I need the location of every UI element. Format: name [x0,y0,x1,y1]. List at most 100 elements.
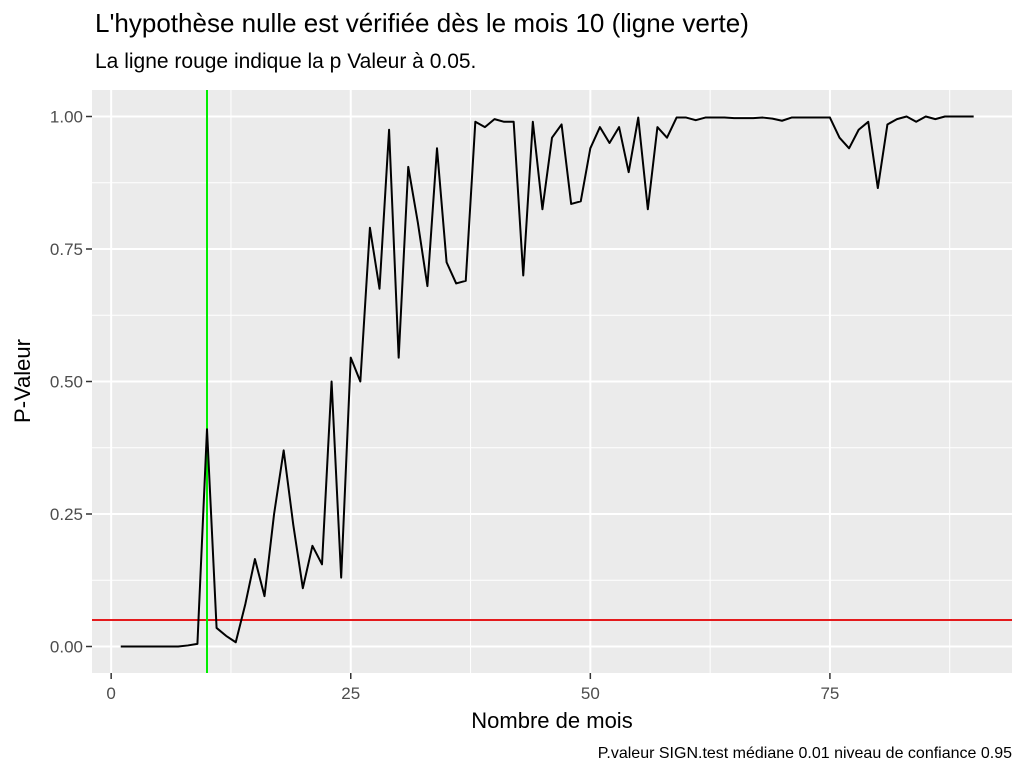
y-axis-title: P-Valeur [10,339,35,423]
data-point [570,203,572,205]
y-tick-label: 0.00 [50,638,83,657]
data-point [733,117,735,119]
x-tick-label: 50 [581,684,600,703]
data-point [896,118,898,120]
data-point [800,117,802,119]
data-point [254,558,256,560]
y-tick-label: 0.50 [50,373,83,392]
data-point [973,116,975,118]
data-point [311,545,313,547]
data-point [379,288,381,290]
x-axis-ticks: 0 25 50 75 [106,673,839,703]
data-point [886,123,888,125]
data-point [321,563,323,565]
data-point [743,117,745,119]
data-point [359,381,361,383]
y-tick-label: 1.00 [50,108,83,127]
data-point [225,635,227,637]
data-point [934,118,936,120]
data-point [139,646,141,648]
data-point [963,116,965,118]
data-point [206,428,208,430]
data-point [858,129,860,131]
data-point [532,121,534,123]
data-point [455,282,457,284]
data-point [628,171,630,173]
data-point [925,116,927,118]
data-point [561,123,563,125]
x-tick-label: 75 [820,684,839,703]
data-point [244,603,246,605]
data-point [398,357,400,359]
data-point [599,126,601,128]
grid-major [92,90,1012,673]
data-point [676,117,678,119]
data-point [522,275,524,277]
data-point [168,646,170,648]
data-point [264,595,266,597]
chart-subtitle: La ligne rouge indique la p Valeur à 0.0… [95,50,477,73]
chart-caption: P.valeur SIGN.test médiane 0.01 niveau d… [597,745,1012,762]
data-point [771,118,773,120]
data-point [915,121,917,123]
data-point [714,117,716,119]
data-point [426,285,428,287]
chart-title: L'hypothèse nulle est vérifiée dès le mo… [95,8,749,38]
data-point [791,117,793,119]
data-point [618,126,620,128]
data-point [647,208,649,210]
data-point [120,646,122,648]
data-point [781,120,783,122]
data-point [906,116,908,118]
data-point [436,147,438,149]
data-point [752,117,754,119]
data-point [177,646,179,648]
data-point [637,117,639,119]
y-tick-label: 0.25 [50,505,83,524]
data-point [762,117,764,119]
data-point [292,524,294,526]
data-point [350,357,352,359]
data-point [407,166,409,168]
data-point [331,381,333,383]
data-point [494,118,496,120]
data-point [129,646,131,648]
x-tick-label: 0 [106,684,115,703]
y-tick-label: 0.75 [50,240,83,259]
data-point [273,513,275,515]
data-point [609,142,611,144]
x-axis-title: Nombre de mois [471,708,632,733]
data-point [417,222,419,224]
data-point [656,126,658,128]
data-point [187,644,189,646]
reference-lines [92,90,1012,673]
data-point [580,200,582,202]
data-point [877,187,879,189]
data-point [724,117,726,119]
data-point [302,587,304,589]
data-point [340,577,342,579]
data-point [388,129,390,131]
data-point [848,147,850,149]
data-point [589,147,591,149]
data-point [369,227,371,229]
data-point [685,117,687,119]
y-axis-ticks: 0.00 0.25 0.50 0.75 1.00 [50,108,92,657]
data-point [839,137,841,139]
data-point [484,126,486,128]
data-point [551,137,553,139]
data-point [446,261,448,263]
data-point [465,280,467,282]
series-line [120,115,974,648]
data-point [829,117,831,119]
data-point [867,121,869,123]
data-point [216,627,218,629]
data-point [235,641,237,643]
data-point [704,117,706,119]
data-point [513,121,515,123]
data-point [666,137,668,139]
data-point [944,116,946,118]
data-point [819,117,821,119]
data-point [695,119,697,121]
